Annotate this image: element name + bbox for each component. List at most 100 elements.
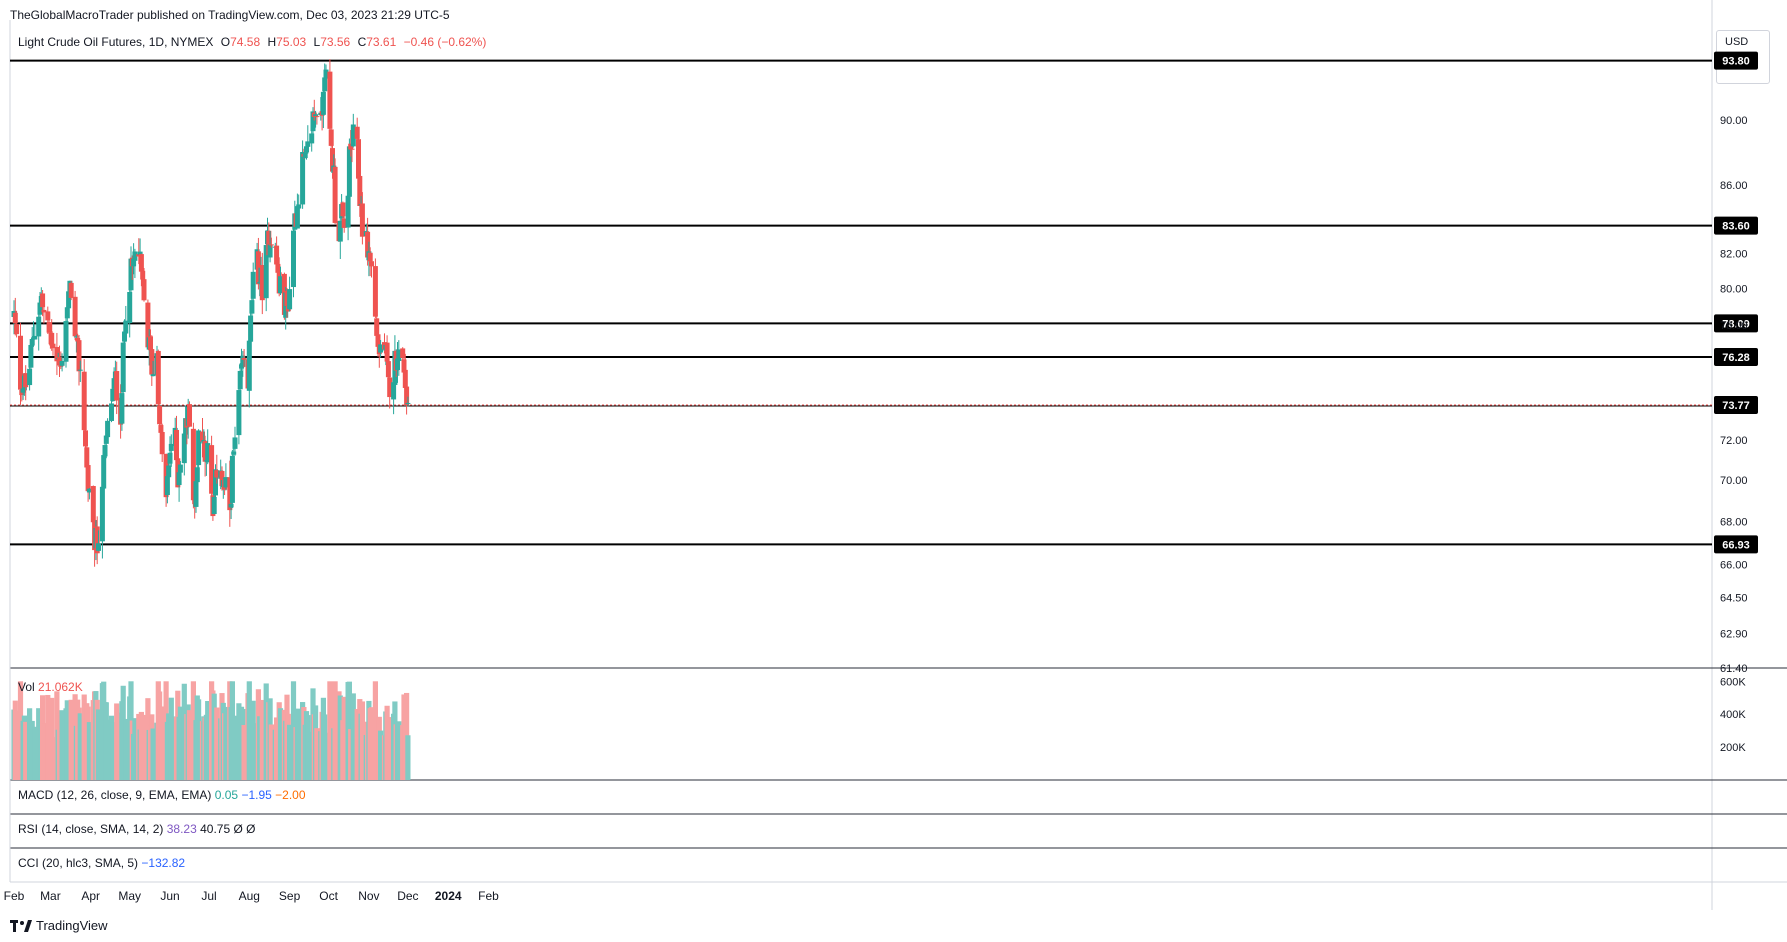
candle-body[interactable] xyxy=(138,254,144,272)
candle-body[interactable] xyxy=(385,361,391,378)
candle-body[interactable] xyxy=(72,296,78,337)
candle-body[interactable] xyxy=(59,361,65,366)
candle-body[interactable] xyxy=(132,251,138,261)
candle-body[interactable] xyxy=(402,369,408,388)
candle-body[interactable] xyxy=(229,455,235,503)
candle-body[interactable] xyxy=(268,244,274,246)
candle-body[interactable] xyxy=(345,195,351,228)
candle-body[interactable] xyxy=(105,420,111,438)
candle-body[interactable] xyxy=(391,382,397,400)
candle-body[interactable] xyxy=(41,309,47,313)
candle-body[interactable] xyxy=(75,337,81,342)
candle-body[interactable] xyxy=(18,335,23,390)
candle-body[interactable] xyxy=(274,245,280,265)
candle-body[interactable] xyxy=(296,204,302,209)
candle-body[interactable] xyxy=(36,316,42,337)
candle-body[interactable] xyxy=(328,129,334,146)
candle-body[interactable] xyxy=(275,263,281,273)
candle-body[interactable] xyxy=(164,476,170,496)
candle-body[interactable] xyxy=(119,393,125,424)
candle-body[interactable] xyxy=(73,336,79,338)
candle-body[interactable] xyxy=(149,349,155,375)
candle-body[interactable] xyxy=(346,146,352,197)
candle-body[interactable] xyxy=(400,348,406,358)
candle-body[interactable] xyxy=(284,290,290,306)
candle-body[interactable] xyxy=(45,311,51,321)
candle-body[interactable] xyxy=(27,368,33,386)
candle-body[interactable] xyxy=(405,402,411,404)
candle-body[interactable] xyxy=(350,124,356,147)
candle-body[interactable] xyxy=(155,350,161,405)
candle-body[interactable] xyxy=(177,464,183,473)
candle-body[interactable] xyxy=(84,447,90,468)
candle-body[interactable] xyxy=(348,143,354,150)
candle-body[interactable] xyxy=(50,343,56,349)
candle-body[interactable] xyxy=(314,116,320,118)
candle-body[interactable] xyxy=(266,230,272,256)
candle-body[interactable] xyxy=(68,282,74,298)
candle-body[interactable] xyxy=(340,202,346,217)
candle-body[interactable] xyxy=(214,470,220,478)
candle-body[interactable] xyxy=(205,443,211,463)
candle-body[interactable] xyxy=(228,503,234,508)
candle-body[interactable] xyxy=(354,126,360,139)
candle-body[interactable] xyxy=(190,428,196,501)
candle-body[interactable] xyxy=(300,152,306,205)
candle-body[interactable] xyxy=(227,477,233,511)
candle-body[interactable] xyxy=(267,244,273,258)
candle-body[interactable] xyxy=(29,339,35,346)
candle-body[interactable] xyxy=(110,388,116,402)
candle-body[interactable] xyxy=(57,357,62,366)
candle-body[interactable] xyxy=(401,359,407,373)
candle-body[interactable] xyxy=(86,488,92,493)
candle-body[interactable] xyxy=(174,429,179,461)
candle-body[interactable] xyxy=(396,349,402,362)
candle-body[interactable] xyxy=(193,481,199,507)
candle-body[interactable] xyxy=(384,342,390,362)
symbol-name[interactable]: Light Crude Oil Futures, 1D, NYMEX xyxy=(18,35,214,49)
candle-body[interactable] xyxy=(357,175,363,206)
candle-body[interactable] xyxy=(28,344,34,368)
candle-body[interactable] xyxy=(291,230,296,288)
candle-body[interactable] xyxy=(249,300,255,314)
candle-body[interactable] xyxy=(46,322,52,333)
tradingview-branding[interactable]: TradingView xyxy=(10,918,108,933)
candle-body[interactable] xyxy=(131,258,137,267)
candle-body[interactable] xyxy=(337,220,343,242)
candle-body[interactable] xyxy=(294,206,300,229)
candle-body[interactable] xyxy=(103,435,109,444)
candle-body[interactable] xyxy=(64,307,70,319)
candle-body[interactable] xyxy=(287,289,293,310)
candle-body[interactable] xyxy=(378,344,384,353)
candle-body[interactable] xyxy=(202,441,208,462)
candle-body[interactable] xyxy=(150,374,156,377)
candle-body[interactable] xyxy=(136,254,142,257)
candle-body[interactable] xyxy=(359,203,365,237)
candle-body[interactable] xyxy=(77,369,83,371)
candle-body[interactable] xyxy=(246,340,252,391)
candle-body[interactable] xyxy=(349,148,355,150)
candle-body[interactable] xyxy=(211,496,217,515)
candle-body[interactable] xyxy=(320,91,326,115)
candle-body[interactable] xyxy=(168,443,174,451)
candle-body[interactable] xyxy=(250,271,256,299)
candle-body[interactable] xyxy=(83,430,88,447)
candle-body[interactable] xyxy=(302,152,308,159)
candle-body[interactable] xyxy=(310,111,316,132)
candle-body[interactable] xyxy=(231,451,237,455)
candle-body[interactable] xyxy=(194,467,200,483)
candle-body[interactable] xyxy=(327,71,333,129)
candle-body[interactable] xyxy=(76,340,82,372)
candle-body[interactable] xyxy=(372,266,378,317)
candle-body[interactable] xyxy=(341,218,347,228)
candle-body[interactable] xyxy=(127,291,133,324)
candle-body[interactable] xyxy=(367,252,373,262)
candle-body[interactable] xyxy=(114,371,120,401)
candle-body[interactable] xyxy=(32,335,38,340)
candle-body[interactable] xyxy=(181,433,187,464)
candle-body[interactable] xyxy=(12,312,18,324)
candle-body[interactable] xyxy=(304,146,309,153)
candle-body[interactable] xyxy=(122,331,127,342)
candle-body[interactable] xyxy=(54,347,60,362)
candle-body[interactable] xyxy=(23,373,29,388)
